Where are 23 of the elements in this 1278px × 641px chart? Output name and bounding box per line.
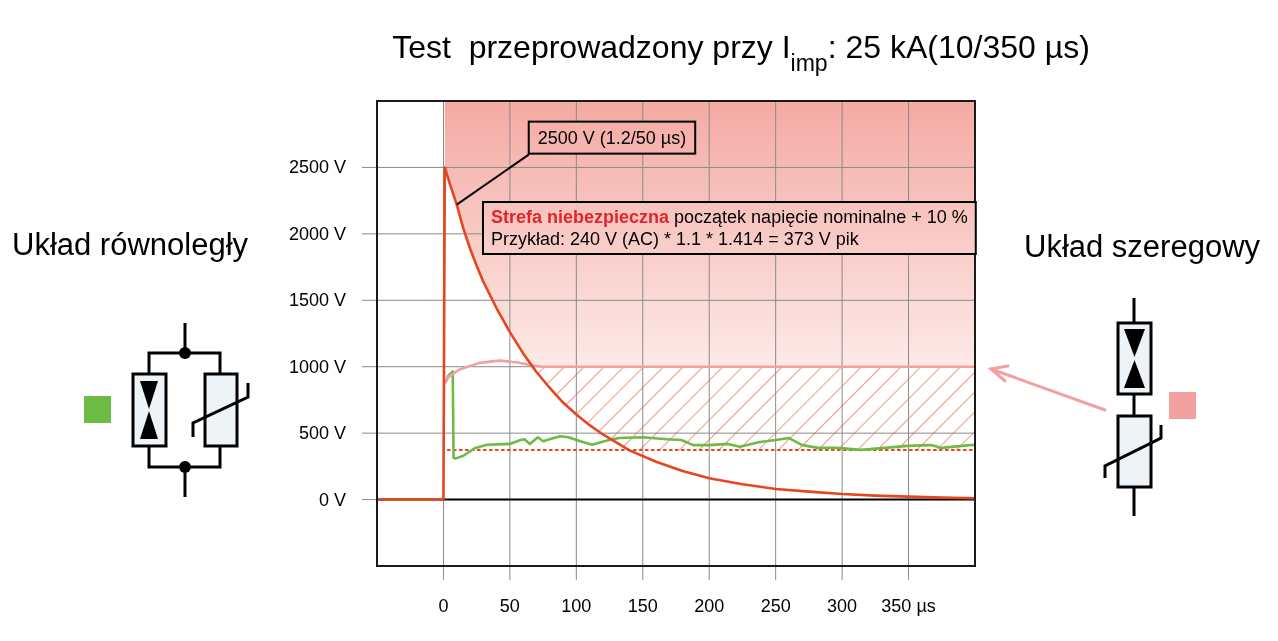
chart-title: Test przeprowadzony przy I$_{imp}$: 25 kA(10/350 µs) — [392, 29, 1090, 76]
annotation: początek napięcie nominalne + 10 % — [669, 207, 968, 227]
line-series — [443, 359, 975, 385]
x-tick-label: 50 — [499, 596, 520, 616]
band-label: Strefa niebezpieczna — [491, 207, 671, 227]
x-tick-label: 250 — [760, 596, 791, 616]
x-tick-label: 200 — [694, 596, 725, 616]
x-tick-label: 350 µs — [881, 596, 936, 616]
y-tick-label: 1000 V — [288, 356, 346, 377]
y-tick-label: 500 V — [298, 423, 346, 444]
line-series — [377, 166, 975, 501]
y-tick-label: 2500 V — [288, 157, 346, 178]
x-tick-label: 300 — [827, 596, 858, 616]
annotation: Przykład: 240 V (AC) * 1.1 * 1.414 = 373 V pik — [491, 229, 860, 249]
x-tick-label: 150 — [627, 596, 658, 616]
text: Układ szeregowy — [1024, 229, 1261, 264]
y-tick-label: 0 V — [318, 489, 346, 510]
annotation: 2500 V (1.2/50 µs) — [537, 127, 687, 148]
x-tick-label: 100 — [561, 596, 592, 616]
y-tick-label: 1500 V — [288, 290, 346, 311]
text: Układ równoległy — [12, 227, 249, 262]
x-tick-label: 0 — [438, 596, 449, 616]
y-tick-label: 2000 V — [288, 223, 346, 244]
